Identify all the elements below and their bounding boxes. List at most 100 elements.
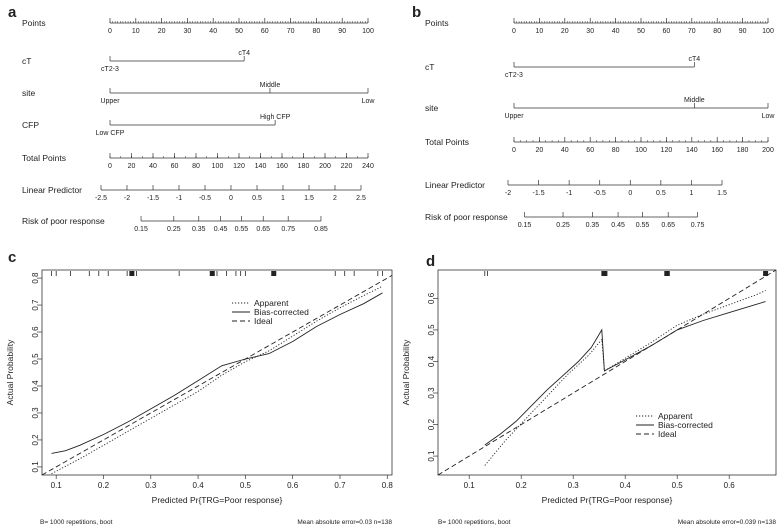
x-tick-label: 0.3 [145,481,157,490]
tick-label: 180 [737,147,749,154]
tick-label: 30 [586,28,594,35]
tick-label: 10 [536,28,544,35]
tick-label: 1 [689,190,693,197]
tick-label: -2.5 [95,195,107,202]
tick-label: 0 [512,147,516,154]
row-label: Risk of poor response [425,212,508,222]
tick-label: -2 [505,190,511,197]
risk-tick-label: 0.35 [586,222,600,229]
tick-label: -1.5 [533,190,545,197]
y-tick-label: 0.1 [427,450,436,462]
tick-label: 200 [319,163,331,170]
tick-label: 80 [612,147,620,154]
tick-label: 40 [209,28,217,35]
tick-label: 100 [635,147,647,154]
risk-tick-label: 0.55 [235,226,249,233]
x-tick-label: 0.8 [382,481,394,490]
y-tick-label: 0.2 [427,418,436,430]
risk-tick-label: 0.45 [214,226,228,233]
tick-label: 140 [686,147,698,154]
footnote-right: Mean absolute error=0.039 n=138 [678,519,777,526]
rug-cluster [763,271,769,276]
row-label: Total Points [425,137,469,147]
tick-label: 60 [586,147,594,154]
y-tick-label: 0.5 [31,353,40,365]
rug-cluster [601,271,607,276]
factor-level-label: High CFP [260,114,291,121]
x-tick-label: 0.1 [464,481,476,490]
risk-tick-label: 0.75 [691,222,705,229]
tick-label: -1.5 [147,195,159,202]
tick-label: 60 [663,28,671,35]
risk-tick-label: 0.25 [556,222,570,229]
tick-label: 10 [132,28,140,35]
y-tick-label: 0.2 [31,434,40,446]
tick-label: 90 [739,28,747,35]
tick-label: 100 [212,163,224,170]
tick-label: 100 [362,28,374,35]
tick-label: 1.5 [717,190,727,197]
plot-frame [437,269,777,476]
factor-level-label: cT2-3 [505,72,523,79]
x-tick-label: 0.3 [568,481,580,490]
series-line-dotted [51,285,383,475]
tick-label: 80 [313,28,321,35]
rug-cluster [664,271,670,276]
x-tick-label: 0.6 [724,481,736,490]
calibration-panel-c: 0.1 0.2 0.3 0.4 0.5 0.6 0.7 0.8 0.1 0.2 0.3 0.4 0.5 0… [5,269,394,526]
y-tick-label: 0.3 [427,387,436,399]
row-label: cT [22,56,31,66]
tick-label: -1 [176,195,182,202]
y-tick-label: 0.5 [427,324,436,336]
tick-label: 50 [637,28,645,35]
tick-label: 180 [298,163,310,170]
rug-cluster [271,271,277,276]
tick-label: 80 [713,28,721,35]
tick-label: 140 [255,163,267,170]
tick-label: 220 [341,163,353,170]
tick-label: 40 [149,163,157,170]
footnote-right: Mean absolute error=0.03 n=138 [297,519,392,526]
factor-level-label: Low [362,98,376,105]
footnote-left: B= 1000 repetitions, boot [438,519,511,526]
tick-label: 0 [512,28,516,35]
row-label: Points [425,18,449,28]
y-tick-label: 0.3 [31,407,40,419]
factor-level-label: Upper [504,113,524,120]
row-label: site [22,88,36,98]
rug-cluster [129,271,135,276]
y-tick-label: 0.8 [31,272,40,284]
rug-cluster [209,271,215,276]
tick-label: -2 [124,195,130,202]
factor-level-label: Low [762,113,776,120]
calibration-panel-d: 0.1 0.2 0.3 0.4 0.5 0.6 0.1 0.2 0.3 0.4 0.5 0.6 Pred… [401,269,777,526]
panel-label-a: a [8,4,17,21]
x-tick-label: 0.2 [516,481,528,490]
row-label: Points [22,18,46,28]
legend-label: Bias-corrected [254,307,309,317]
y-tick-label: 0.4 [427,355,436,367]
tick-label: 50 [235,28,243,35]
tick-label: 0.5 [252,195,262,202]
y-axis-label: Actual Probability [401,339,411,405]
x-tick-label: 0.5 [240,481,252,490]
row-label: CFP [22,120,39,130]
tick-label: 240 [362,163,374,170]
row-label: Total Points [22,153,66,163]
x-axis-label: Predicted Pr{TRG=Poor response} [152,495,283,505]
panel-label-b: b [412,4,421,21]
factor-level-label: cT2-3 [101,66,119,73]
legend-label: Ideal [254,316,273,326]
risk-tick-label: 0.55 [636,222,650,229]
row-label: site [425,103,439,113]
row-label: Risk of poor response [22,216,105,226]
x-tick-label: 0.1 [51,481,63,490]
x-tick-label: 0.7 [334,481,346,490]
tick-label: 90 [338,28,346,35]
tick-label: 40 [612,28,620,35]
factor-level-label: Middle [684,97,705,104]
tick-label: 2 [333,195,337,202]
y-axis-label: Actual Probability [5,339,15,405]
